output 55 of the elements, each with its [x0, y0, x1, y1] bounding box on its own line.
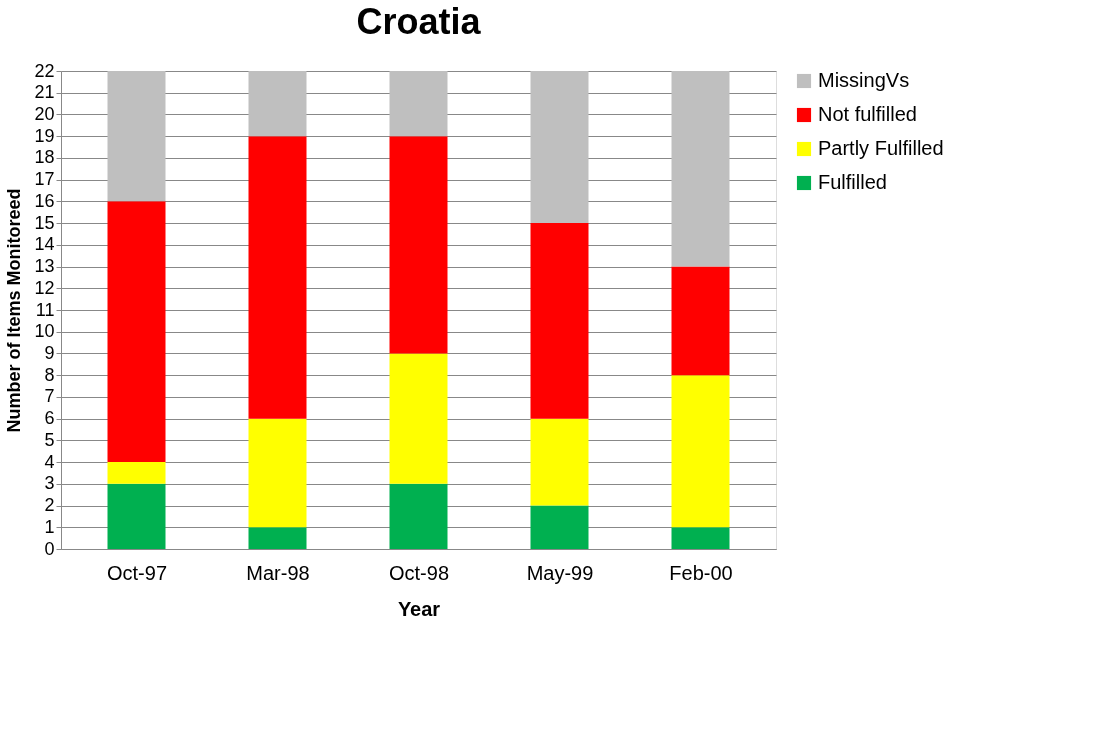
- bar: [248, 418, 307, 528]
- legend-label: Fulfilled: [818, 171, 887, 193]
- y-tick-label: 0: [44, 538, 55, 559]
- bar: [389, 483, 448, 549]
- y-tick-label: 20: [34, 103, 55, 124]
- y-axis-title: Number of Items Monitoreed: [4, 188, 25, 433]
- bar: [530, 505, 589, 549]
- y-tick-label: 19: [34, 125, 55, 146]
- bar: [530, 71, 589, 224]
- y-tick-label: 16: [34, 190, 55, 211]
- bar: [530, 418, 589, 506]
- y-tick-label: 14: [34, 234, 55, 255]
- bar: [671, 71, 730, 267]
- y-tick-label: 2: [44, 495, 55, 516]
- y-tick-label: 8: [44, 364, 55, 385]
- y-tick-label: 4: [44, 451, 55, 472]
- bar: [248, 527, 307, 549]
- y-tick-label: 22: [34, 60, 55, 81]
- bar: [671, 375, 730, 528]
- bar: [107, 462, 166, 484]
- x-tick-label: Mar-98: [246, 561, 310, 584]
- y-tick-label: 10: [34, 321, 55, 342]
- x-tick-label: Feb-00: [669, 561, 733, 584]
- bar: [248, 136, 307, 419]
- legend-label: Partly Fulfilled: [818, 137, 944, 159]
- y-tick-label: 13: [34, 256, 55, 277]
- bar: [389, 71, 448, 137]
- bar: [389, 353, 448, 484]
- y-tick-label: 6: [44, 408, 55, 429]
- bar: [530, 223, 589, 419]
- bar: [671, 527, 730, 549]
- bar: [107, 201, 166, 463]
- x-tick-label: May-99: [526, 561, 594, 584]
- bar: [107, 71, 166, 202]
- y-tick-label: 9: [44, 342, 55, 363]
- y-tick-label: 17: [34, 169, 55, 190]
- y-tick-label: 7: [44, 386, 55, 407]
- legend-label: MissingVs: [818, 69, 910, 91]
- y-tick-label: 11: [35, 299, 55, 320]
- x-tick-label: Oct-97: [106, 561, 168, 584]
- y-tick-label: 3: [44, 473, 55, 494]
- bar: [389, 136, 448, 354]
- x-axis-title: Year: [397, 597, 441, 620]
- bar: [671, 266, 730, 376]
- y-tick-label: 1: [44, 516, 55, 537]
- y-tick-label: 12: [34, 277, 55, 298]
- y-tick-label: 18: [34, 147, 55, 168]
- legend-label: Not fulfilled: [818, 103, 917, 125]
- y-tick-label: 21: [34, 82, 55, 103]
- y-tick-label: 5: [44, 429, 55, 450]
- bar: [248, 71, 307, 137]
- y-tick-label: 15: [34, 212, 55, 233]
- bar: [107, 483, 166, 549]
- chart-title: Croatia: [356, 1, 482, 42]
- x-tick-label: Oct-98: [388, 561, 450, 584]
